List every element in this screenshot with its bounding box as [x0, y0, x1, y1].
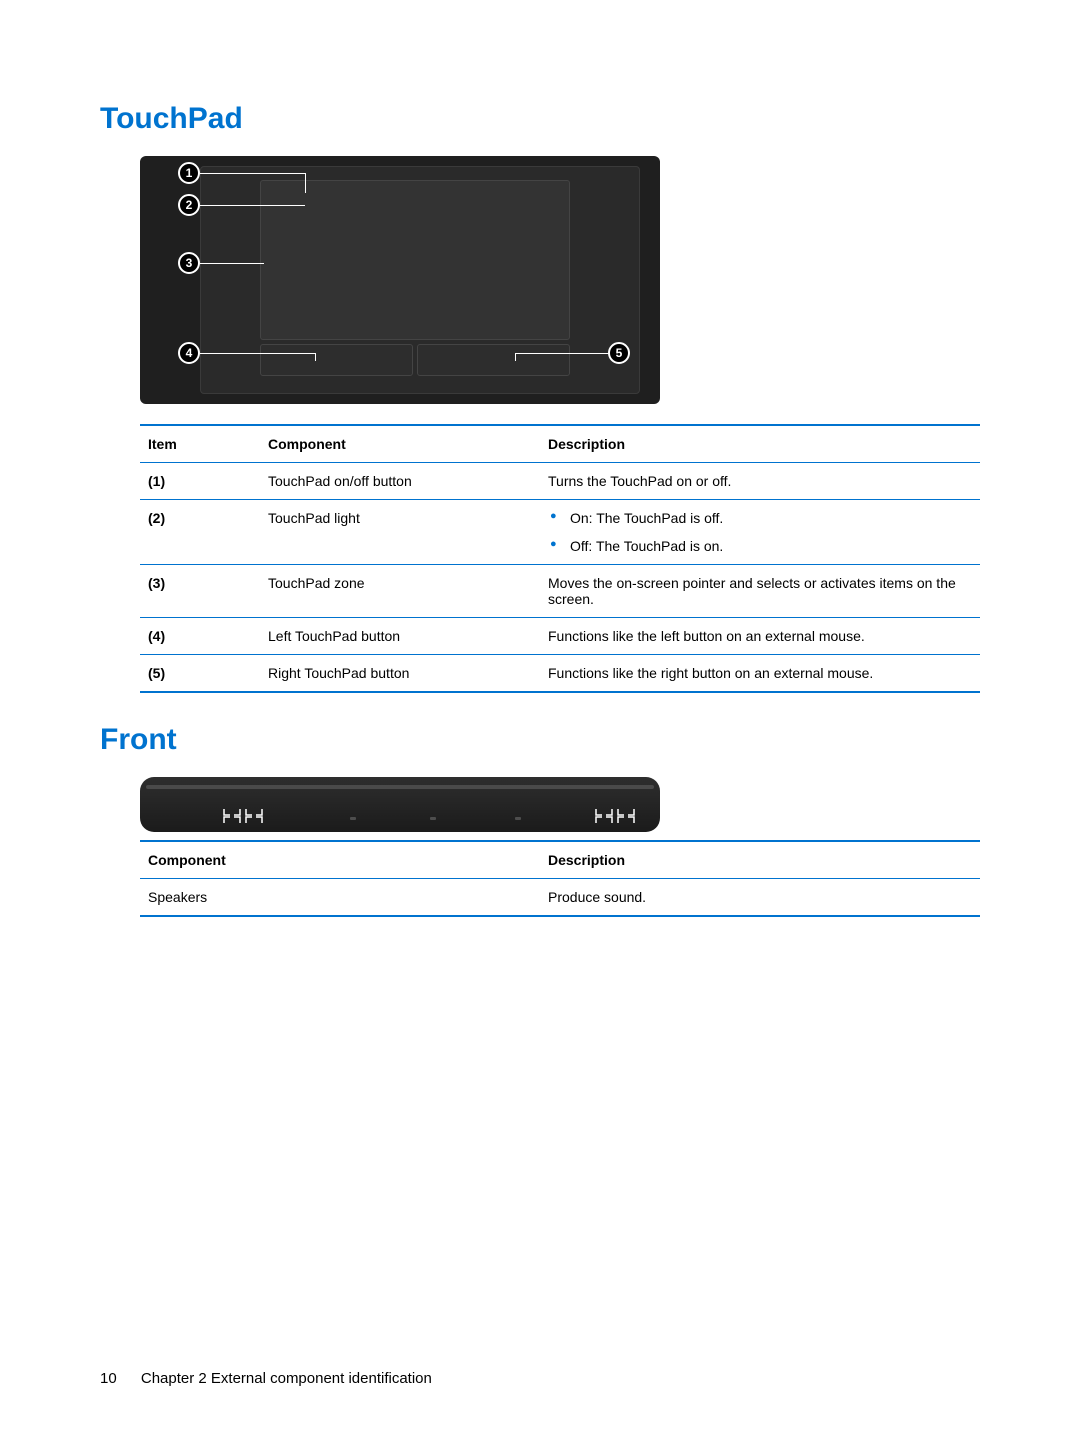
callout-line — [200, 205, 305, 206]
page-number: 10 — [100, 1370, 117, 1387]
callout-line — [200, 263, 264, 264]
callout-badge-2: 2 — [178, 194, 200, 216]
cell-description: Produce sound. — [540, 879, 980, 917]
callout-badge-4: 4 — [178, 342, 200, 364]
callout-line — [315, 353, 316, 361]
indicator-dot — [430, 817, 436, 820]
callout-line — [515, 353, 609, 354]
cell-description: On: The TouchPad is off. Off: The TouchP… — [540, 500, 980, 565]
bullet-item: Off: The TouchPad is on. — [548, 538, 972, 554]
cell-description: Turns the TouchPad on or off. — [540, 463, 980, 500]
callout-line — [305, 173, 306, 193]
cell-component: Right TouchPad button — [260, 655, 540, 693]
cell-component: Speakers — [140, 879, 540, 917]
header-item: Item — [140, 425, 260, 463]
bullet-list: On: The TouchPad is off. Off: The TouchP… — [548, 510, 972, 554]
table-row: (3) TouchPad zone Moves the on-screen po… — [140, 565, 980, 618]
callout-badge-1: 1 — [178, 162, 200, 184]
touchpad-right-button — [417, 344, 570, 376]
bullet-item: On: The TouchPad is off. — [548, 510, 972, 526]
cell-item: (5) — [140, 655, 260, 693]
table-row: (5) Right TouchPad button Functions like… — [140, 655, 980, 693]
callout-line — [515, 353, 516, 361]
cell-description: Functions like the right button on an ex… — [540, 655, 980, 693]
header-description: Description — [540, 841, 980, 879]
speaker-marker-left — [222, 807, 266, 825]
table-header-row: Component Description — [140, 841, 980, 879]
callout-line — [200, 353, 315, 354]
cell-component: TouchPad zone — [260, 565, 540, 618]
chapter-title: Chapter 2 External component identificat… — [141, 1370, 432, 1387]
touchpad-surface — [260, 180, 570, 340]
table-header-row: Item Component Description — [140, 425, 980, 463]
section-title-touchpad: TouchPad — [100, 102, 980, 136]
cell-component: TouchPad light — [260, 500, 540, 565]
table-row: Speakers Produce sound. — [140, 879, 980, 917]
section-title-front: Front — [100, 723, 980, 757]
touchpad-buttons-row — [260, 344, 570, 376]
indicator-dot — [350, 817, 356, 820]
header-description: Description — [540, 425, 980, 463]
callout-line — [200, 173, 306, 174]
table-row: (4) Left TouchPad button Functions like … — [140, 618, 980, 655]
cell-component: Left TouchPad button — [260, 618, 540, 655]
cell-description: Moves the on-screen pointer and selects … — [540, 565, 980, 618]
touchpad-component-table: Item Component Description (1) TouchPad … — [140, 424, 980, 693]
callout-badge-5: 5 — [608, 342, 630, 364]
header-component: Component — [260, 425, 540, 463]
cell-description: Functions like the left button on an ext… — [540, 618, 980, 655]
front-diagram — [140, 777, 660, 832]
cell-component: TouchPad on/off button — [260, 463, 540, 500]
table-row: (1) TouchPad on/off button Turns the Tou… — [140, 463, 980, 500]
front-component-table: Component Description Speakers Produce s… — [140, 840, 980, 917]
cell-item: (2) — [140, 500, 260, 565]
touchpad-diagram: 1 2 3 4 5 — [140, 156, 660, 404]
header-component: Component — [140, 841, 540, 879]
page-footer: 10 Chapter 2 External component identifi… — [100, 1370, 432, 1387]
cell-item: (4) — [140, 618, 260, 655]
speaker-marker-right — [594, 807, 638, 825]
table-row: (2) TouchPad light On: The TouchPad is o… — [140, 500, 980, 565]
cell-item: (1) — [140, 463, 260, 500]
cell-item: (3) — [140, 565, 260, 618]
indicator-dot — [515, 817, 521, 820]
touchpad-left-button — [260, 344, 413, 376]
callout-badge-3: 3 — [178, 252, 200, 274]
